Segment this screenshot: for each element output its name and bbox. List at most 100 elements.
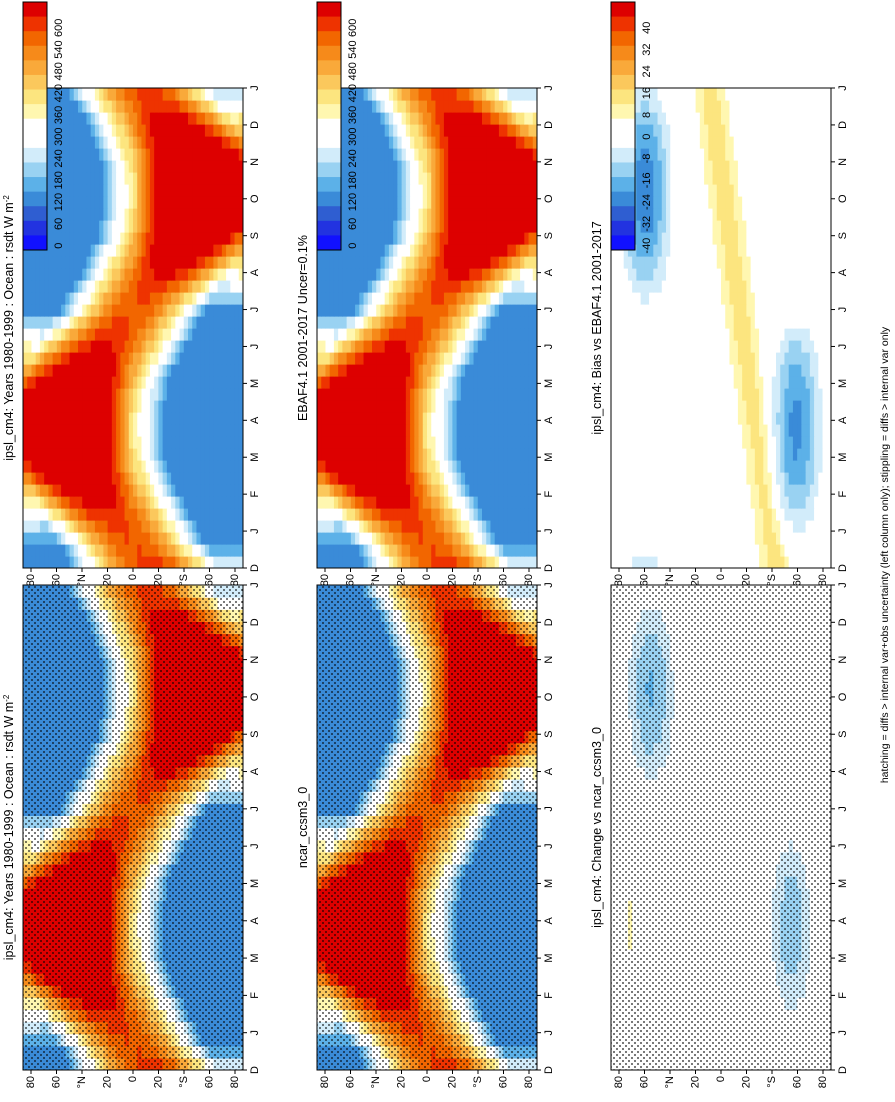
heatmap-cell	[90, 280, 96, 293]
heatmap-cell	[367, 484, 373, 497]
heatmap-cell	[107, 556, 113, 568]
x-tick-label: M	[249, 953, 261, 962]
colorbar-swatch	[23, 220, 47, 236]
heatmap-cell	[69, 532, 75, 545]
heatmap-cell	[171, 472, 176, 485]
heatmap-cell	[107, 544, 113, 557]
heatmap-cell	[410, 532, 415, 545]
heatmap-cell	[166, 388, 172, 401]
heatmap-cell	[179, 292, 185, 305]
heatmap-cell	[422, 508, 428, 521]
heatmap-cell	[435, 484, 441, 497]
heatmap-cell	[141, 520, 147, 533]
heatmap-cell	[175, 280, 181, 293]
heatmap-cell	[359, 448, 365, 461]
heatmap-cell	[73, 184, 79, 197]
heatmap-cell	[325, 496, 331, 509]
heatmap-cell	[48, 292, 54, 305]
heatmap-cell	[200, 328, 206, 341]
heatmap-cell	[221, 520, 227, 533]
heatmap-cell	[61, 340, 66, 353]
heatmap-cell	[111, 304, 117, 317]
heatmap-cell	[171, 520, 176, 533]
heatmap-cell	[73, 424, 79, 437]
heatmap-cell	[234, 280, 240, 293]
panel-model-right: ipsl_cm4: Years 1980-1999 : Ocean : rsdt…	[2, 582, 261, 1088]
heatmap-cell	[35, 484, 41, 497]
heatmap-cell	[226, 88, 231, 101]
heatmap-cell	[158, 424, 164, 437]
heatmap-cell	[372, 532, 377, 545]
heatmap-cell	[503, 484, 508, 497]
heatmap-cell	[171, 496, 176, 509]
heatmap-cell	[111, 412, 117, 425]
heatmap-cell	[35, 460, 41, 473]
heatmap-cell	[175, 268, 181, 281]
heatmap-cell	[90, 256, 96, 269]
heatmap-cell	[490, 448, 496, 461]
heatmap-cell	[321, 496, 327, 509]
heatmap-cell	[145, 220, 151, 233]
heatmap-cell	[179, 304, 185, 317]
heatmap-cell	[69, 88, 75, 101]
heatmap-cell	[486, 460, 492, 473]
heatmap-cell	[171, 88, 176, 101]
heatmap-cell	[333, 496, 339, 509]
heatmap-cell	[388, 424, 394, 437]
heatmap-cell	[56, 496, 62, 509]
heatmap-cell	[448, 424, 453, 437]
heatmap-cell	[473, 520, 479, 533]
heatmap-cell	[325, 556, 331, 568]
heatmap-cell	[439, 424, 445, 437]
heatmap-cell	[196, 544, 202, 557]
heatmap-cell	[175, 220, 181, 233]
heatmap-cell	[234, 328, 240, 341]
heatmap-cell	[213, 88, 219, 101]
heatmap-cell	[410, 520, 415, 533]
heatmap-cell	[234, 364, 240, 377]
heatmap-cell	[376, 484, 382, 497]
heatmap-cell	[221, 544, 227, 557]
heatmap-cell	[103, 220, 109, 233]
heatmap-cell	[209, 532, 214, 545]
y-tick-label: °S	[178, 1076, 190, 1088]
heatmap-cell	[128, 280, 134, 293]
heatmap-cell	[188, 448, 193, 461]
heatmap-cell	[120, 184, 126, 197]
heatmap-cell	[61, 532, 66, 545]
heatmap-cell	[107, 436, 113, 449]
heatmap-cell	[217, 424, 223, 437]
heatmap-cell	[213, 220, 219, 233]
heatmap-cell	[410, 508, 415, 521]
heatmap-cell	[94, 412, 100, 425]
heatmap-cell	[149, 244, 155, 257]
heatmap-cell	[111, 472, 117, 485]
heatmap-cell	[367, 436, 373, 449]
panel-obs-left: EBAF4.1 2001-2017 Uncer=0.1%80 60 °N 20 0 20 °…	[296, 1, 555, 586]
heatmap-cell	[393, 436, 398, 449]
heatmap-cell	[116, 364, 121, 377]
heatmap-cell	[226, 364, 231, 377]
heatmap-cell	[388, 520, 394, 533]
heatmap-cell	[78, 460, 83, 473]
heatmap-cell	[317, 460, 322, 473]
heatmap-cell	[226, 124, 231, 137]
heatmap-cell	[116, 340, 121, 353]
heatmap-cell	[183, 184, 189, 197]
heatmap-cell	[338, 460, 343, 473]
heatmap-cell	[69, 520, 75, 533]
heatmap-cell	[166, 112, 172, 125]
heatmap-cell	[452, 508, 458, 521]
heatmap-cell	[86, 400, 92, 413]
heatmap-cell	[171, 244, 176, 257]
heatmap-cell	[209, 328, 214, 341]
heatmap-cell	[524, 472, 530, 485]
heatmap-cell	[149, 472, 155, 485]
heatmap-cell	[196, 148, 202, 161]
heatmap-cell	[65, 340, 71, 353]
heatmap-cell	[162, 436, 168, 449]
heatmap-cell	[192, 160, 198, 173]
heatmap-cell	[204, 508, 210, 521]
heatmap-cell	[94, 208, 100, 221]
heatmap-cell	[128, 412, 134, 425]
